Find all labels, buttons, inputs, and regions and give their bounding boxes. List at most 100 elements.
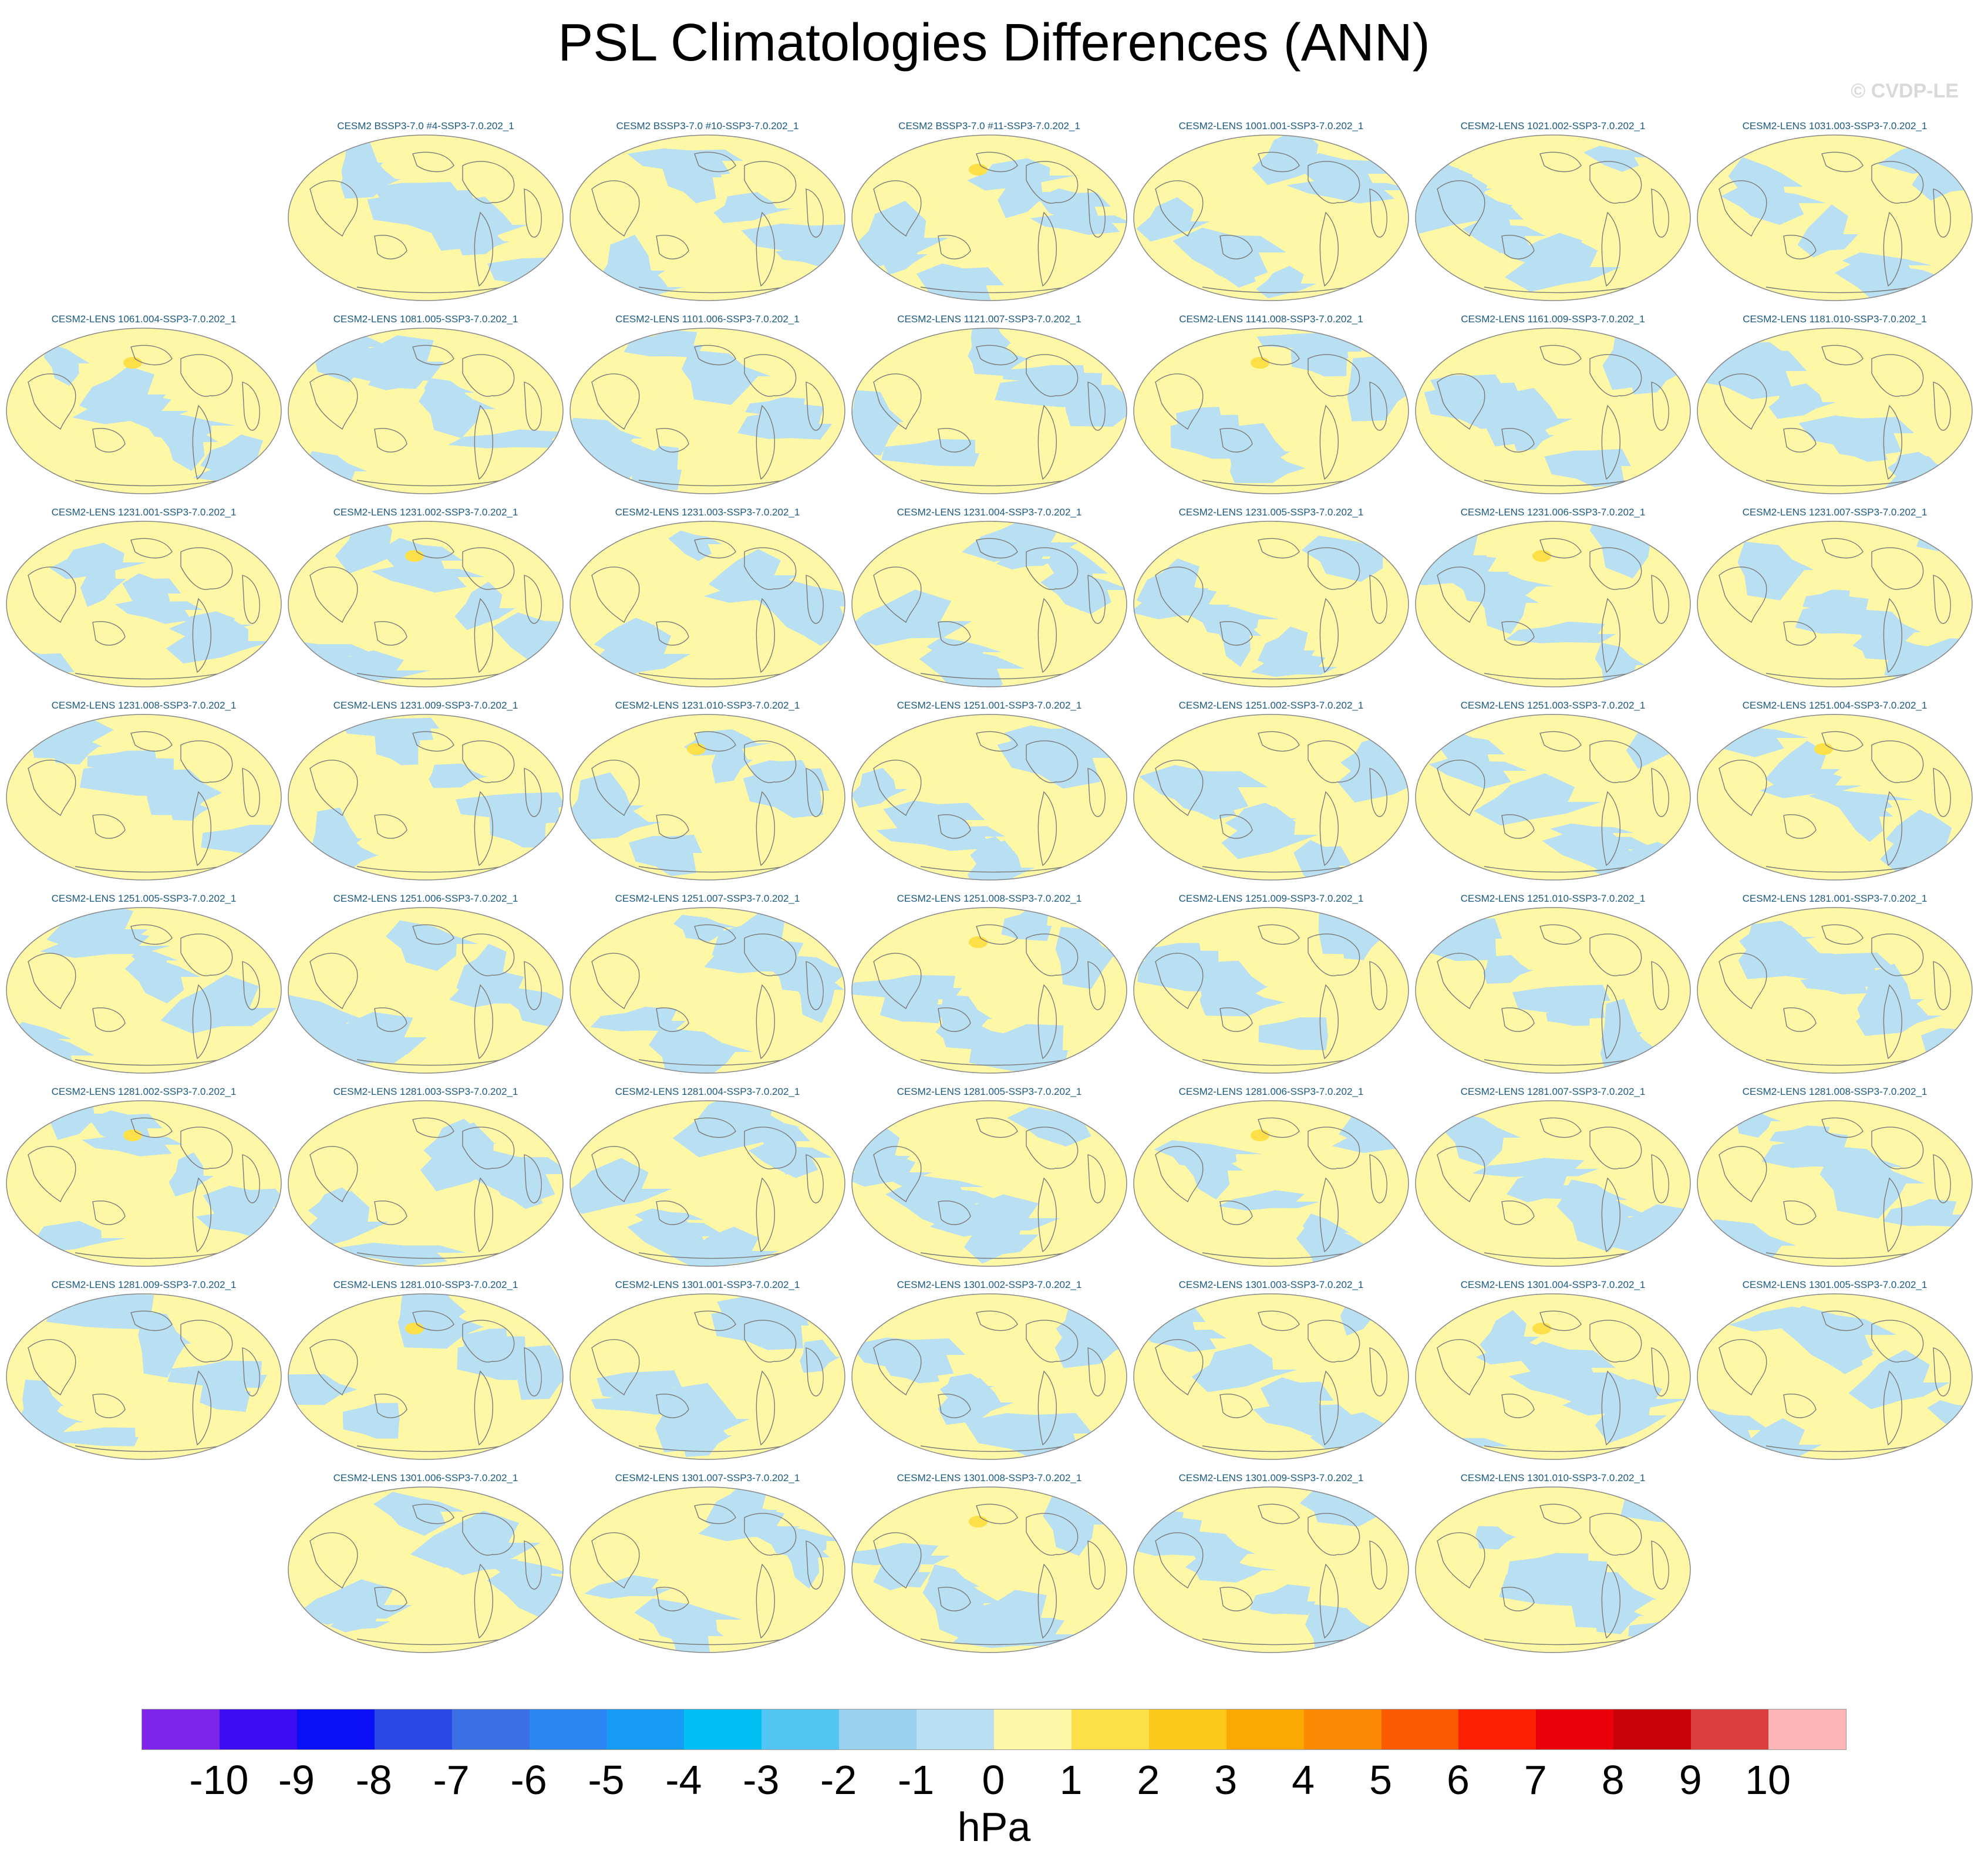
global-map [1697,714,1973,881]
negative-anomaly-region [46,908,149,950]
coastline [1501,235,1535,259]
coastline [1719,953,1767,1010]
coastline [873,1146,922,1203]
coastline [1219,1007,1253,1032]
coastline [374,1587,407,1611]
map-outline [570,134,845,301]
coastline [1437,566,1485,623]
map-outline [1133,1100,1409,1267]
coastline [744,740,797,783]
coastline [744,354,797,397]
negative-anomaly-region [308,1187,369,1220]
coastline [920,478,1074,487]
negative-anomaly-region [1294,153,1393,200]
negative-anomaly-region [1802,589,1854,611]
coastline [374,1394,407,1418]
map-outline [6,328,282,494]
map-panel: CESM2-LENS 1301.007-SSP3-7.0.202_1 [568,1472,847,1657]
map-panel: CESM2-LENS 1251.006-SSP3-7.0.202_1 [287,893,565,1078]
coastline [1319,1177,1339,1253]
negative-anomaly-region [967,158,1076,191]
coastline [1539,151,1582,173]
coastline [524,382,542,431]
map-panel: CESM2-LENS 1101.006-SSP3-7.0.202_1 [568,313,847,498]
coastline [462,1513,515,1556]
coastline [756,211,775,287]
colorbar-box [1381,1709,1459,1749]
coastline [694,924,736,945]
coastline [130,345,173,366]
negative-anomaly-region [169,611,254,636]
negative-anomaly-region [1798,415,1915,457]
negative-anomaly-region [1340,734,1409,775]
coastline [744,1513,797,1556]
coastline [1219,621,1253,646]
coastline [1087,1540,1106,1590]
negative-anomaly-region [629,834,702,876]
negative-anomaly-region [424,377,474,409]
negative-anomaly-region [749,760,810,794]
negative-anomaly-region [712,913,792,965]
global-map [288,907,564,1074]
coastline [656,1394,689,1418]
negative-anomaly-region [597,1370,682,1408]
negative-anomaly-region [335,521,409,574]
coastline [938,235,971,259]
coastline [1501,814,1535,839]
strong-positive-anomaly-region [123,357,142,369]
negative-anomaly-region [1856,609,1922,656]
coastline [75,1058,228,1066]
negative-anomaly-region [1347,355,1409,421]
strong-positive-anomaly-region [405,550,424,562]
negative-anomaly-region [1225,802,1298,832]
coastline [1883,791,1902,866]
coastline [1719,373,1767,430]
negative-anomaly-region [1544,449,1631,487]
coastline [309,1339,358,1396]
coastline [591,1146,640,1203]
negative-anomaly-region [769,955,845,994]
map-panel-title: CESM2 BSSP3-7.0 #4-SSP3-7.0.202_1 [337,120,514,131]
coastline [180,740,233,783]
map-panel-title: CESM2-LENS 1001.001-SSP3-7.0.202_1 [1178,120,1364,131]
coastline [374,235,407,259]
coastline [28,566,76,623]
map-panel-title: CESM2-LENS 1251.008-SSP3-7.0.202_1 [897,893,1082,904]
positive-anomaly-field [1134,908,1409,1073]
map-outline [1415,1100,1691,1267]
coastline [756,404,775,480]
negative-anomaly-region [883,800,985,847]
colorbar-tick-label: 6 [1446,1757,1470,1803]
negative-anomaly-region [570,772,645,836]
map-panel-title: CESM2-LENS 1301.005-SSP3-7.0.202_1 [1742,1279,1928,1290]
map-outline [1415,328,1691,494]
colorbar-box [1226,1709,1304,1749]
map-panel-title: CESM2-LENS 1251.005-SSP3-7.0.202_1 [51,893,237,904]
negative-anomaly-region [755,1525,845,1560]
map-panel: CESM2-LENS 1231.001-SSP3-7.0.202_1 [5,507,283,692]
coastline [638,1251,792,1259]
coastline [1484,865,1637,873]
map-panel-title: CESM2-LENS 1061.004-SSP3-7.0.202_1 [51,313,237,325]
strong-positive-anomaly-region [405,1323,424,1334]
colorbar-tick-label: 7 [1524,1757,1547,1803]
coastline [806,1540,824,1590]
coastline [75,478,228,487]
colorbar-tick-label: 9 [1679,1757,1702,1803]
negative-anomaly-region [590,1007,686,1031]
map-panel: CESM2-LENS 1121.007-SSP3-7.0.202_1 [850,313,1128,498]
coastline [1319,1370,1339,1446]
map-outline [1697,521,1973,687]
coastline [356,1637,510,1645]
coastline [1783,428,1817,453]
coastline [1765,285,1919,294]
negative-anomaly-region [410,1510,541,1568]
global-map [6,521,282,687]
map-panel-title: CESM2-LENS 1081.005-SSP3-7.0.202_1 [333,313,518,325]
coastline [1319,791,1339,866]
map-panel-title: CESM2-LENS 1301.002-SSP3-7.0.202_1 [897,1279,1082,1290]
colorbar-box [684,1709,762,1749]
map-outline [1697,1293,1973,1460]
map-panel: CESM2-LENS 1251.005-SSP3-7.0.202_1 [5,893,283,1078]
coastline [130,1310,173,1331]
